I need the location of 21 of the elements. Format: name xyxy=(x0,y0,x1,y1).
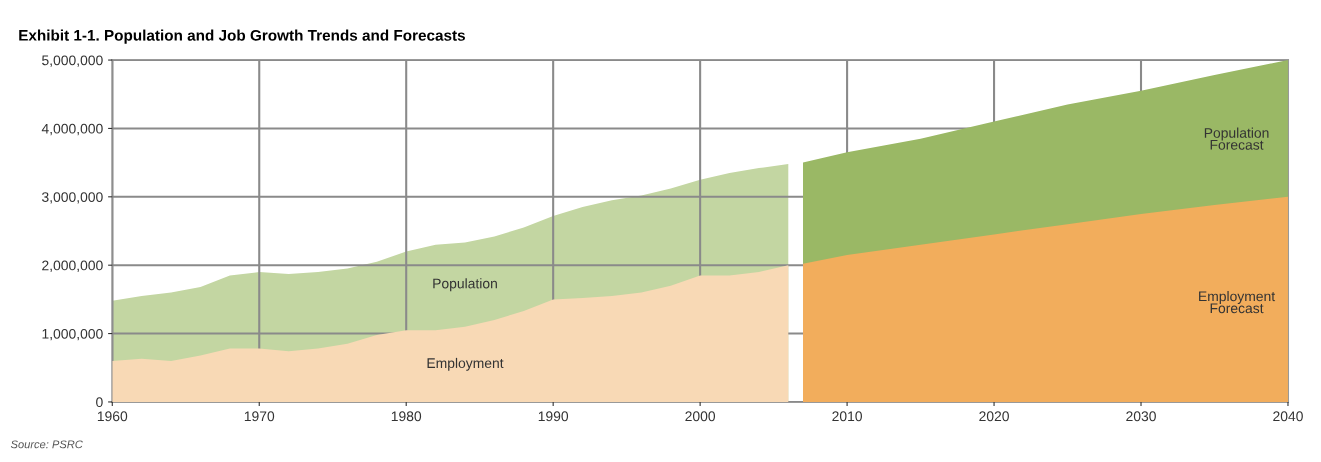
x-tick-label: 1970 xyxy=(244,411,275,422)
source-note: Source: PSRC xyxy=(10,440,83,449)
y-tick-label: 0 xyxy=(96,397,103,408)
chart-title: Exhibit 1-1. Population and Job Growth Trends and Forecasts xyxy=(19,29,465,44)
series-label: Employment xyxy=(427,357,504,371)
x-tick-label: 2040 xyxy=(1273,411,1303,422)
series-label: Population xyxy=(433,278,497,292)
y-tick-label: 3,000,000 xyxy=(42,192,103,204)
series-label: Population Forecast xyxy=(1204,127,1269,150)
x-tick-label: 1990 xyxy=(538,411,569,422)
x-tick-label: 2010 xyxy=(832,411,862,422)
x-tick-label: 2020 xyxy=(979,411,1009,422)
x-tick-label: 1980 xyxy=(391,411,422,422)
y-tick-label: 5,000,000 xyxy=(42,55,103,67)
y-tick-label: 2,000,000 xyxy=(42,260,103,272)
y-tick-label: 4,000,000 xyxy=(41,123,103,136)
x-tick-label: 1960 xyxy=(97,411,128,422)
y-tick-label: 1,000,000 xyxy=(42,328,103,341)
x-tick-label: 2030 xyxy=(1126,411,1156,422)
series-label: Employment Forecast xyxy=(1199,291,1276,314)
x-tick-label: 2000 xyxy=(685,411,716,422)
